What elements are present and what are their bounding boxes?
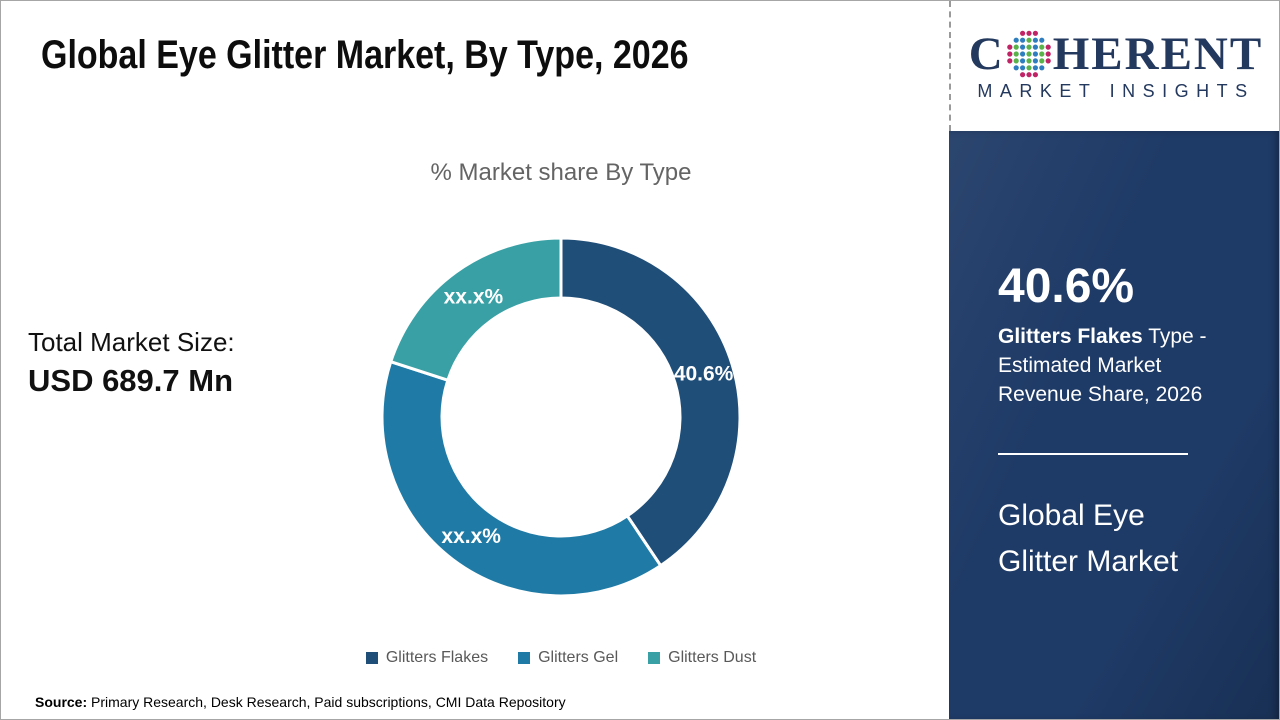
donut-slice-label-glitters-flakes: 40.6%: [674, 363, 734, 386]
panel-divider: [998, 453, 1188, 455]
globe-dot: [1026, 72, 1032, 78]
globe-dot: [1019, 44, 1025, 50]
chart-legend: Glitters Flakes Glitters Gel Glitters Dust: [301, 646, 821, 670]
right-column: C HERENT MARKET INSIGHTS 40.6% Glitters …: [949, 1, 1279, 719]
globe-dots-icon: [1006, 30, 1051, 78]
legend-label: Glitters Dust: [668, 649, 757, 666]
side-panel: 40.6% Glitters Flakes Type - Estimated M…: [949, 131, 1279, 719]
brand-logo: C HERENT MARKET INSIGHTS: [949, 1, 1279, 131]
total-market-size-value: USD 689.7 Mn: [28, 363, 234, 398]
globe-dot: [1032, 58, 1038, 64]
legend-item-glitters-flakes: Glitters Flakes: [365, 649, 489, 667]
globe-dot: [1032, 65, 1038, 71]
globe-dot: [1026, 51, 1032, 57]
legend-item-glitters-dust: Glitters Dust: [648, 649, 756, 667]
globe-dot: [1038, 44, 1045, 50]
panel-stat-segment: Glitters Flakes: [998, 325, 1143, 348]
donut-slice-glitters-gel: [380, 360, 663, 598]
source-line: Source: Primary Research, Desk Research,…: [35, 694, 566, 710]
globe-dot: [1013, 44, 1019, 50]
donut-chart-svg: 40.6% xx.x% xx.x%: [380, 236, 742, 598]
globe-dot: [1013, 51, 1019, 57]
legend-label: Glitters Gel: [538, 649, 619, 666]
legend-swatch-icon: [518, 652, 531, 664]
globe-dot: [1026, 65, 1032, 71]
globe-dot: [1032, 51, 1038, 57]
source-text: Primary Research, Desk Research, Paid su…: [87, 694, 566, 710]
legend-item-glitters-gel: Glitters Gel: [518, 649, 618, 667]
globe-dot: [1019, 51, 1025, 57]
total-market-size-label: Total Market Size:: [28, 327, 235, 357]
chart-title: % Market share By Type: [430, 159, 692, 186]
globe-dot: [1006, 44, 1013, 50]
panel-market-name: Global Eye Glitter Market: [998, 499, 1179, 578]
donut-slice-glitters-flakes: [559, 236, 742, 568]
total-market-size: Total Market Size: USD 689.7 Mn: [28, 327, 235, 399]
globe-dot: [1019, 58, 1025, 64]
globe-dot: [1013, 58, 1019, 64]
globe-dot: [1019, 30, 1025, 36]
globe-dot: [1045, 44, 1051, 50]
brand-logo-wordmark: C HERENT: [969, 30, 1263, 78]
globe-dot: [1038, 58, 1045, 64]
globe-dot: [1006, 51, 1013, 57]
source-label: Source:: [35, 694, 88, 710]
brand-logo-subtitle: MARKET INSIGHTS: [977, 81, 1255, 101]
globe-dot: [1019, 65, 1025, 71]
panel-stat-description: Type - Estimated Market Revenue Share, 2…: [998, 325, 1207, 406]
globe-dot: [1038, 51, 1045, 57]
legend-label: Glitters Flakes: [385, 649, 489, 666]
globe-dot: [1013, 37, 1019, 43]
globe-dot: [1026, 30, 1032, 36]
donut-slice-glitters-dust: [389, 236, 563, 382]
donut-chart: 40.6% xx.x% xx.x%: [379, 235, 743, 599]
globe-dot: [1032, 30, 1038, 36]
globe-dot: [1026, 37, 1032, 43]
brand-logo-word-end: HERENT: [1052, 27, 1264, 80]
globe-dot: [1038, 37, 1045, 43]
globe-dot: [1013, 65, 1019, 71]
globe-dot: [1032, 37, 1038, 43]
brand-logo-word-start: C: [968, 27, 1005, 80]
globe-dot: [1045, 51, 1051, 57]
globe-dot: [1006, 58, 1013, 64]
panel-stat-text: Glitters Flakes Type - Estimated Market …: [998, 322, 1216, 409]
globe-dot: [1045, 58, 1051, 64]
legend-swatch-icon: [365, 652, 378, 664]
globe-dot: [1019, 72, 1025, 78]
donut-slice-label-glitters-dust: xx.x%: [444, 286, 504, 309]
legend-swatch-icon: [648, 652, 661, 664]
globe-dot: [1019, 37, 1025, 43]
globe-dot: [1038, 65, 1045, 71]
globe-dot: [1032, 44, 1038, 50]
page-title: Global Eye Glitter Market, By Type, 2026: [41, 33, 689, 77]
globe-dot: [1026, 44, 1032, 50]
globe-dot: [1032, 72, 1038, 78]
globe-dot: [1026, 58, 1032, 64]
donut-slice-label-glitters-gel: xx.x%: [441, 525, 501, 548]
panel-stat-value: 40.6%: [998, 260, 1135, 313]
